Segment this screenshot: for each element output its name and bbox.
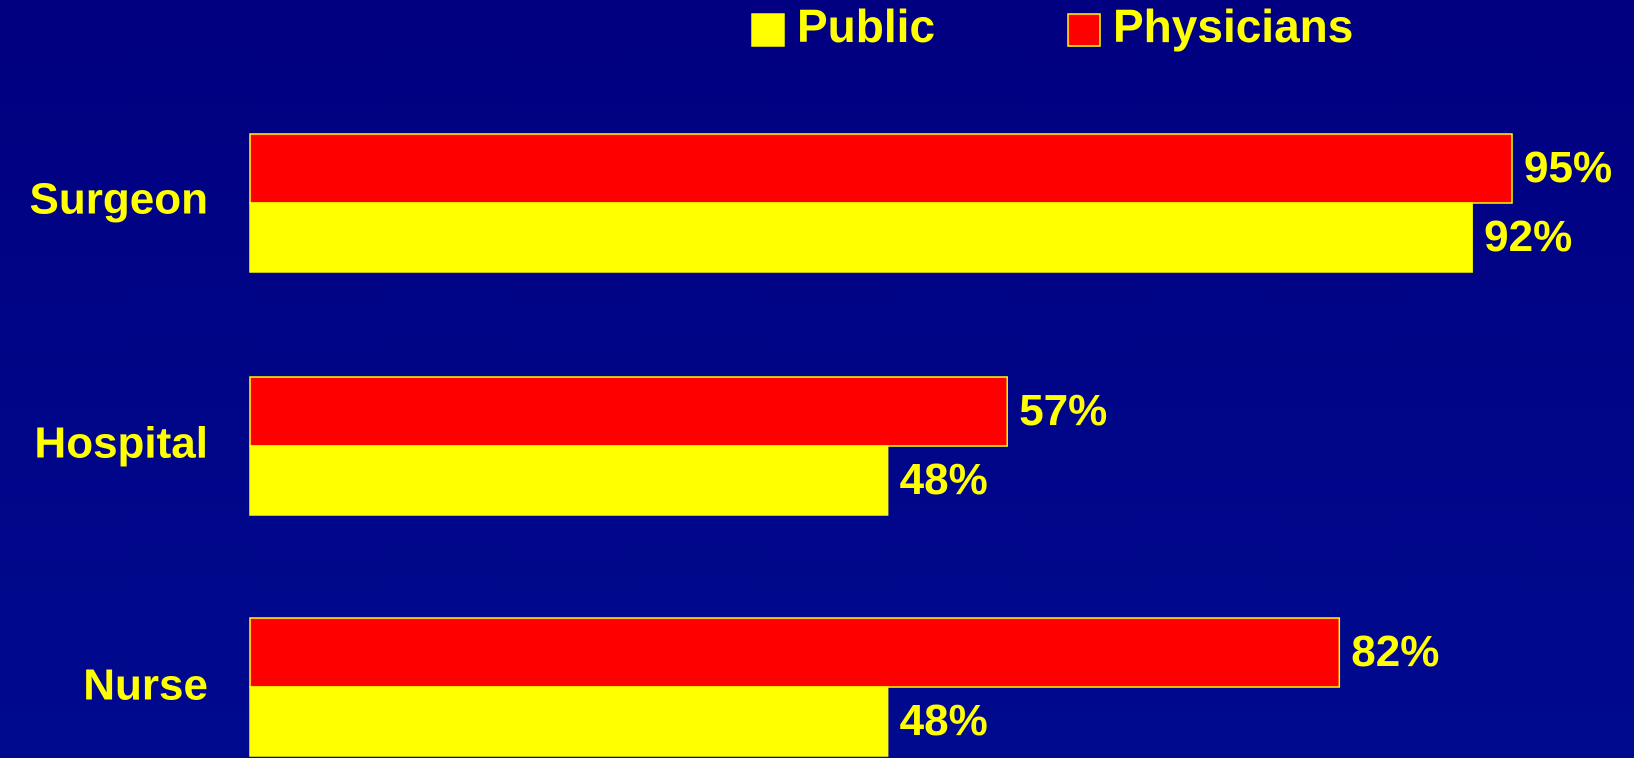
legend-label-physicians: Physicians [1113,0,1353,52]
category-label-nurse: Nurse [83,661,208,710]
legend-swatch-physicians [1067,13,1101,47]
data-label-public-nurse: 48% [900,696,988,745]
category-label-hospital: Hospital [34,419,208,468]
legend-swatch-public [751,13,785,47]
data-label-public-surgeon: 92% [1484,212,1572,261]
bar-public-nurse [249,686,889,757]
category-axis: Surgeon Hospital Nurse [30,175,208,710]
legend: Public Physicians [751,0,1353,52]
bar-physicians-surgeon [249,133,1513,204]
category-label-surgeon: Surgeon [30,175,208,224]
bar-public-hospital [249,445,889,516]
data-label-physicians-hospital: 57% [1019,386,1107,435]
bar-public-surgeon [249,202,1473,273]
bar-physicians-hospital [249,376,1008,447]
bars [249,133,1513,757]
data-label-public-hospital: 48% [900,455,988,504]
bar-physicians-nurse [249,617,1341,688]
data-labels: 95% 92% 57% 48% 82% 48% [900,143,1612,745]
data-label-physicians-nurse: 82% [1351,627,1439,676]
legend-label-public: Public [797,0,935,52]
data-label-physicians-surgeon: 95% [1524,143,1612,192]
